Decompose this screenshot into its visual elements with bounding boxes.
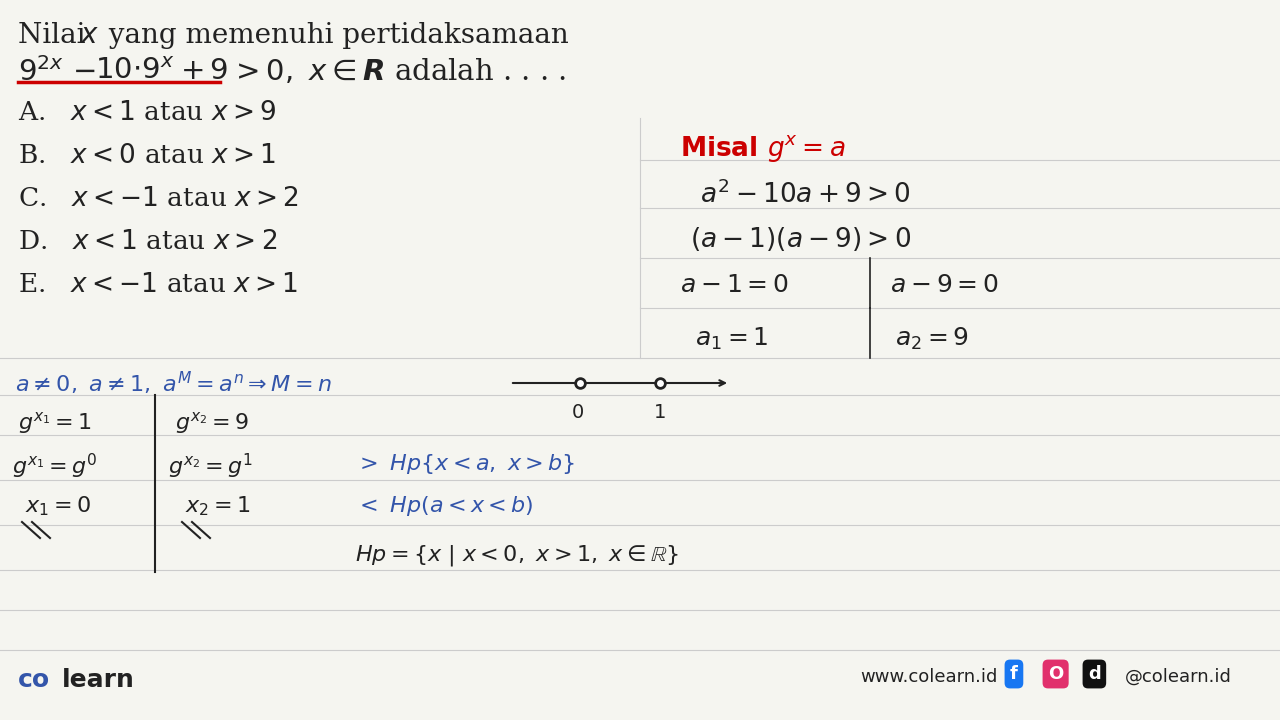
Text: www.colearn.id: www.colearn.id bbox=[860, 668, 997, 686]
Text: $a - 9 = 0$: $a - 9 = 0$ bbox=[890, 273, 998, 297]
Text: O: O bbox=[1048, 665, 1064, 683]
Text: $10{\cdot}9^{x}$: $10{\cdot}9^{x}$ bbox=[95, 57, 174, 85]
Text: co: co bbox=[18, 668, 50, 692]
Text: $g^{x_2} = g^1$: $g^{x_2} = g^1$ bbox=[168, 452, 253, 481]
Text: $a_2 = 9$: $a_2 = 9$ bbox=[895, 326, 969, 352]
Text: 1: 1 bbox=[654, 403, 666, 422]
Text: $>\ Hp\{x < a,\ x > b\}$: $>\ Hp\{x < a,\ x > b\}$ bbox=[355, 452, 575, 476]
Text: E.   $x < -1$ atau $x > 1$: E. $x < -1$ atau $x > 1$ bbox=[18, 272, 298, 297]
Text: @colearn.id: @colearn.id bbox=[1125, 668, 1231, 686]
Text: $a - 1 = 0$: $a - 1 = 0$ bbox=[680, 273, 788, 297]
Text: Misal $g^x = a$: Misal $g^x = a$ bbox=[680, 133, 846, 164]
Text: d: d bbox=[1088, 665, 1101, 683]
Text: $g^{x_1} = g^0$: $g^{x_1} = g^0$ bbox=[12, 452, 97, 481]
Text: $a \neq 0,\ a \neq 1,\ a^M = a^n \Rightarrow M = n$: $a \neq 0,\ a \neq 1,\ a^M = a^n \Righta… bbox=[15, 370, 332, 397]
Text: $x_1 = 0$: $x_1 = 0$ bbox=[26, 494, 91, 518]
Text: 0: 0 bbox=[572, 403, 584, 422]
Text: learn: learn bbox=[61, 668, 134, 692]
Text: Nilai: Nilai bbox=[18, 22, 95, 49]
Text: $9^{2x}$: $9^{2x}$ bbox=[18, 57, 64, 87]
Text: $a^2 - 10a + 9 > 0$: $a^2 - 10a + 9 > 0$ bbox=[700, 180, 910, 209]
Text: $a_1 = 1$: $a_1 = 1$ bbox=[695, 326, 768, 352]
Text: yang memenuhi pertidaksamaan: yang memenuhi pertidaksamaan bbox=[100, 22, 568, 49]
Text: $> 0,\ x \in \boldsymbol{R}$ adalah . . . .: $> 0,\ x \in \boldsymbol{R}$ adalah . . … bbox=[230, 57, 567, 86]
Text: A.   $x < 1$ atau $x > 9$: A. $x < 1$ atau $x > 9$ bbox=[18, 100, 276, 125]
Text: B.   $x < 0$ atau $x > 1$: B. $x < 0$ atau $x > 1$ bbox=[18, 143, 276, 168]
Text: $+\, 9$: $+\, 9$ bbox=[180, 57, 228, 85]
Text: $x_2 = 1$: $x_2 = 1$ bbox=[186, 494, 251, 518]
Text: $g^{x_2} = 9$: $g^{x_2} = 9$ bbox=[175, 410, 250, 436]
Text: $Hp = \{x\ |\ x < 0,\ x > 1,\ x \in \mathbb{R}\}$: $Hp = \{x\ |\ x < 0,\ x > 1,\ x \in \mat… bbox=[355, 543, 678, 568]
Text: $g^{x_1} = 1$: $g^{x_1} = 1$ bbox=[18, 410, 92, 436]
Text: $x$: $x$ bbox=[79, 22, 100, 49]
Text: $<\ Hp(a < x < b)$: $<\ Hp(a < x < b)$ bbox=[355, 494, 534, 518]
Text: f: f bbox=[1010, 665, 1018, 683]
Text: C.   $x < -1$ atau $x > 2$: C. $x < -1$ atau $x > 2$ bbox=[18, 186, 298, 211]
Text: $(a - 1)(a - 9) > 0$: $(a - 1)(a - 9) > 0$ bbox=[690, 225, 911, 253]
Text: $-$: $-$ bbox=[72, 57, 95, 85]
Text: D.   $x < 1$ atau $x > 2$: D. $x < 1$ atau $x > 2$ bbox=[18, 229, 278, 254]
